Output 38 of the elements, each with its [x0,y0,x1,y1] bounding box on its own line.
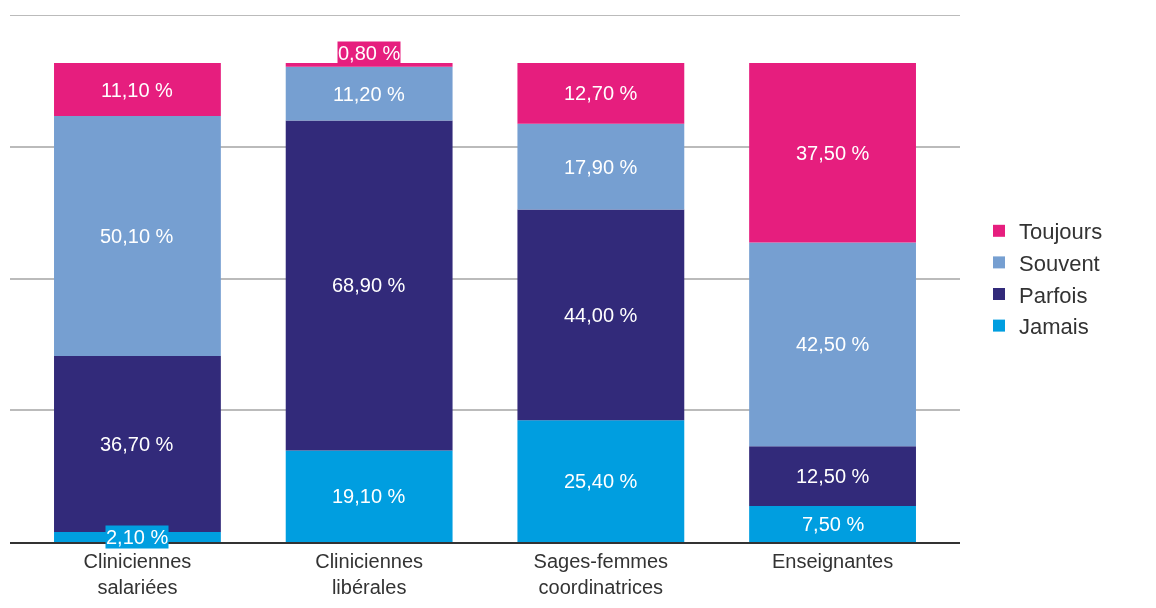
bar [517,209,685,421]
x-tick-label: Cliniciennes libérales [315,549,424,598]
data-label: 37,50 % [796,142,870,164]
legend-label: Toujours [1019,219,1103,245]
bar [517,62,685,124]
bar [54,356,221,532]
data-label: 36,70 % [100,433,174,455]
data-label: 7,50 % [802,513,865,535]
data-label: 25,40 % [564,470,638,492]
bar [749,446,916,507]
bar [749,62,916,243]
data-label: 44,00 % [564,304,638,326]
data-label: 12,50 % [796,465,870,487]
legend-label: Souvent [1019,250,1100,276]
bar [749,506,916,542]
bar [517,123,685,210]
data-label: 68,90 % [332,274,406,296]
data-label: 42,50 % [796,333,870,355]
bar [285,120,453,451]
bar [54,62,221,117]
data-label: 11,10 % [101,79,174,101]
data-label: 50,10 % [100,225,174,247]
data-label: 19,10 % [332,485,406,507]
x-tick-label: Sages-femmes coordinatrices [533,549,669,598]
data-label: 2,10 % [106,526,169,548]
x-tick-label: Enseignantes [771,549,894,572]
data-label: 11,20 % [333,83,406,105]
data-label: 17,90 % [564,156,638,178]
data-label: 12,70 % [564,82,638,104]
legend-label: Jamais [1019,314,1089,340]
bar [749,242,916,447]
bar [517,420,685,542]
bar [285,66,453,121]
data-label: 0,80 % [338,42,401,64]
x-tick-label: Cliniciennes salariées [83,549,192,598]
bar [285,450,453,542]
bar [54,116,221,357]
legend-label: Parfois [1019,282,1088,308]
